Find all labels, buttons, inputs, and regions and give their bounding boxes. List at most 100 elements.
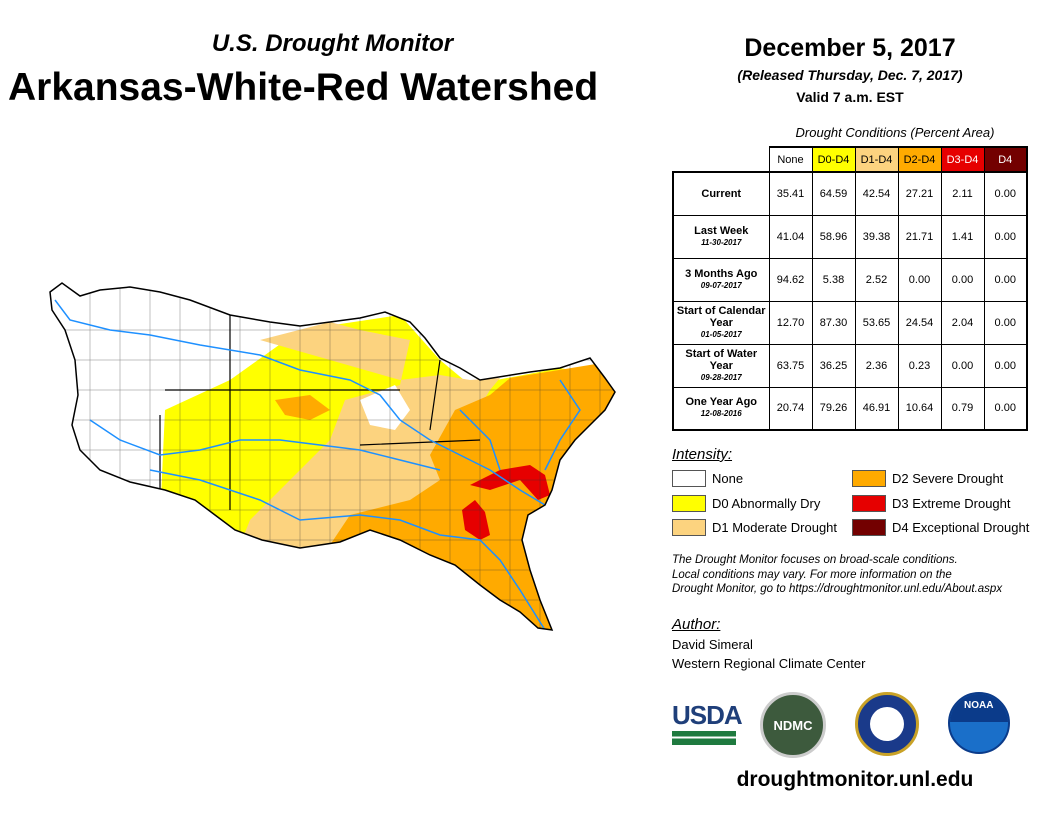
row-date: 09-28-2017 (700, 372, 742, 382)
row-date: 12-08-2016 (700, 409, 742, 419)
column-header: D1-D4 (854, 146, 899, 173)
table-cell: 63.75 (768, 343, 813, 388)
legend-item: D1 Moderate Drought (672, 519, 837, 536)
legend-swatch (852, 495, 886, 512)
legend-label: D2 Severe Drought (892, 471, 1004, 486)
table-cell: 27.21 (897, 171, 942, 216)
table-cell: 0.00 (983, 257, 1028, 302)
row-label: 3 Months Ago 09-07-2017 (672, 257, 770, 302)
table-cell: 0.00 (983, 343, 1028, 388)
row-label-text: Start of Water Year (685, 347, 758, 372)
table-cell: 35.41 (768, 171, 813, 216)
legend-item: None (672, 470, 743, 487)
noaa-logo: NOAA (948, 692, 1010, 754)
legend-title: Intensity: (672, 446, 733, 463)
table-cell: 5.38 (811, 257, 856, 302)
table-row: Last Week 11-30-2017 41.04 58.96 39.38 21.71 1… (672, 214, 1028, 259)
note-line: The Drought Monitor focuses on broad-sca… (672, 554, 958, 566)
table-cell: 24.54 (897, 300, 942, 345)
table-cell: 21.71 (897, 214, 942, 259)
map-date: December 5, 2017 (744, 34, 956, 62)
legend-swatch (852, 519, 886, 536)
legend-label: D0 Abnormally Dry (712, 496, 821, 511)
column-header: D3-D4 (940, 146, 985, 173)
table-row: Start of Water Year 09-28-2017 63.75 36.25 2… (672, 343, 1028, 388)
legend-label: None (712, 471, 744, 486)
author-label: Author: (672, 616, 721, 633)
note-line: Local conditions may vary. For more info… (672, 568, 952, 581)
table-cell: 39.38 (854, 214, 899, 259)
table-caption: Drought Conditions (Percent Area) (795, 125, 995, 140)
seal-center (870, 707, 904, 741)
noaa-sky (950, 694, 1008, 722)
footer-url[interactable]: droughtmonitor.unl.edu (736, 768, 974, 791)
release-date: (Released Thursday, Dec. 7, 2017) (737, 67, 963, 83)
row-label-text: Last Week (694, 224, 749, 237)
table-cell: 79.26 (811, 386, 856, 431)
ndmc-logo: NDMC (760, 692, 826, 758)
table-cell: 0.00 (983, 214, 1028, 259)
table-cell: 41.04 (768, 214, 813, 259)
row-label-text: Start of Calendar Year (676, 304, 766, 329)
column-header: D2-D4 (897, 146, 942, 173)
legend-item: D0 Abnormally Dry (672, 495, 820, 512)
table-cell: 2.52 (854, 257, 899, 302)
legend-swatch (672, 519, 706, 536)
table-cell: 2.11 (940, 171, 985, 216)
table-cell: 36.25 (811, 343, 856, 388)
usda-logo: USDA (672, 700, 743, 745)
row-date: 11-30-2017 (701, 237, 742, 247)
table-cell: 0.00 (940, 343, 985, 388)
row-label: Start of Water Year 09-28-2017 (672, 343, 770, 388)
table-cell: 58.96 (811, 214, 856, 259)
table-row: Start of Calendar Year 01-05-2017 12.70 87.… (672, 300, 1028, 345)
table-cell: 0.79 (940, 386, 985, 431)
row-label: Start of Calendar Year 01-05-2017 (672, 300, 770, 345)
legend-swatch (672, 495, 706, 512)
author-org: Western Regional Climate Center (672, 656, 866, 671)
row-date: 01-05-2017 (700, 329, 742, 339)
table-row: Current 35.41 64.59 42.54 27.21 2.11 0.00 (672, 171, 1028, 216)
table-cell: 2.36 (854, 343, 899, 388)
table-cell: 0.00 (897, 257, 942, 302)
column-header: D0-D4 (811, 146, 856, 173)
table-cell: 0.00 (940, 257, 985, 302)
ndmc-logo-text: NDMC (773, 717, 813, 733)
table-row: One Year Ago 12-08-2016 20.74 79.26 46.91 10.… (672, 386, 1028, 431)
table-cell: 94.62 (768, 257, 813, 302)
table-cell: 10.64 (897, 386, 942, 431)
author-name: David Simeral (672, 637, 753, 652)
table-cell: 2.04 (940, 300, 985, 345)
table-row: 3 Months Ago 09-07-2017 94.62 5.38 2.52 0.00 0… (672, 257, 1028, 302)
note-line: Drought Monitor, go to https://droughtmo… (672, 583, 1003, 595)
legend-swatch (852, 470, 886, 487)
table-cell: 0.00 (983, 171, 1028, 216)
row-label-text: Current (701, 187, 742, 200)
table-cell: 0.23 (897, 343, 942, 388)
legend-label: D3 Extreme Drought (892, 496, 1011, 511)
table-cell: 64.59 (811, 171, 856, 216)
table-cell: 87.30 (811, 300, 856, 345)
commerce-seal-logo (855, 692, 919, 756)
row-label: One Year Ago 12-08-2016 (672, 386, 770, 431)
table-cell: 20.74 (768, 386, 813, 431)
legend-item: D4 Exceptional Drought (852, 519, 1029, 536)
row-date: 09-07-2017 (700, 280, 742, 290)
usda-logo-stripe (672, 731, 736, 745)
usda-logo-text: USDA (672, 700, 743, 730)
row-label: Last Week 11-30-2017 (672, 214, 770, 259)
valid-time: Valid 7 a.m. EST (796, 89, 904, 105)
column-header: D4 (983, 146, 1028, 173)
rivers (54, 299, 581, 630)
d2-area-west (275, 395, 330, 420)
table-cell: 12.70 (768, 300, 813, 345)
drought-map (49, 282, 616, 631)
table-cell: 0.00 (983, 300, 1028, 345)
table-cell: 42.54 (854, 171, 899, 216)
table-cell: 0.00 (983, 386, 1028, 431)
legend-label: D4 Exceptional Drought (892, 520, 1030, 535)
row-label-text: One Year Ago (685, 396, 758, 409)
subtitle: U.S. Drought Monitor (211, 30, 454, 57)
legend-swatch (672, 470, 706, 487)
none-area-central (360, 385, 410, 430)
